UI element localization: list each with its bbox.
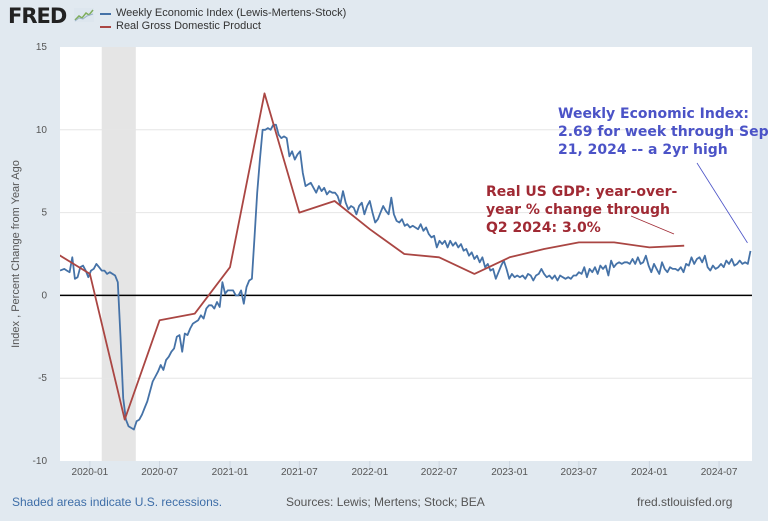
series-layer: [19, 92, 752, 431]
series-line-gdp[interactable]: [19, 92, 685, 421]
x-tick-label: 2024-07: [701, 467, 738, 478]
annotation-gdp-text: Real US GDP: year-over-: [486, 184, 677, 200]
x-axis-ticks: 2020-01 2020-07 2021-01 2021-07 2022-01 2022-…: [72, 461, 738, 478]
gridlines: [60, 129, 752, 379]
y-axis-label: Index , Percent Change from Year Ago: [10, 160, 22, 348]
y-axis-ticks: 15 10 5 0 -5 -10: [33, 42, 48, 467]
chart-line-icon: [74, 8, 94, 22]
annotation-layer: Weekly Economic Index: 2.69 for week thro…: [486, 106, 768, 244]
y-tick-label: 15: [36, 42, 48, 53]
legend-item-gdp[interactable]: Real Gross Domestic Product: [100, 20, 346, 33]
x-tick-label: 2022-07: [421, 467, 458, 478]
x-tick-label: 2023-01: [491, 467, 528, 478]
legend-swatch-wei: [100, 12, 111, 15]
legend: Weekly Economic Index (Lewis-Mertens-Sto…: [100, 7, 346, 33]
fred-logo[interactable]: FRED: [8, 4, 67, 28]
legend-item-wei[interactable]: Weekly Economic Index (Lewis-Mertens-Sto…: [100, 7, 346, 20]
recession-note[interactable]: Shaded areas indicate U.S. recessions.: [12, 495, 223, 509]
recession-band: [101, 47, 136, 461]
annotation-wei-text: 21, 2024 -- a 2yr high: [558, 142, 728, 158]
y-tick-label: -5: [38, 373, 47, 384]
y-tick-label: 10: [36, 125, 48, 136]
series-line-wei[interactable]: [60, 123, 752, 431]
x-tick-label: 2023-07: [561, 467, 598, 478]
site-link[interactable]: fred.stlouisfed.org: [637, 495, 733, 509]
x-tick-label: 2024-01: [631, 467, 668, 478]
sources-note: Sources: Lewis; Mertens; Stock; BEA: [286, 495, 485, 509]
recession-shading-layer: [101, 47, 136, 461]
x-tick-label: 2021-07: [281, 467, 318, 478]
y-tick-label: 0: [41, 290, 47, 301]
x-tick-label: 2020-07: [141, 467, 178, 478]
legend-label-wei: Weekly Economic Index (Lewis-Mertens-Sto…: [116, 7, 347, 19]
legend-swatch-gdp: [100, 25, 111, 28]
annotation-wei-pointer: [696, 162, 748, 244]
annotation-wei-text: 2.69 for week through Sep.: [558, 124, 768, 140]
x-tick-label: 2021-01: [212, 467, 249, 478]
annotation-gdp-text: year % change through: [486, 202, 670, 218]
y-tick-label: 5: [41, 208, 47, 219]
y-tick-label: -10: [33, 456, 48, 467]
legend-label-gdp: Real Gross Domestic Product: [116, 20, 261, 32]
annotation-gdp-text: Q2 2024: 3.0%: [486, 220, 601, 236]
x-tick-label: 2022-01: [351, 467, 388, 478]
annotation-wei-text: Weekly Economic Index:: [558, 106, 749, 122]
chart-header: FRED Weekly Economic Index (Lewis-Merten…: [0, 0, 768, 36]
x-tick-label: 2020-01: [72, 467, 109, 478]
annotation-gdp-pointer: [630, 215, 675, 235]
